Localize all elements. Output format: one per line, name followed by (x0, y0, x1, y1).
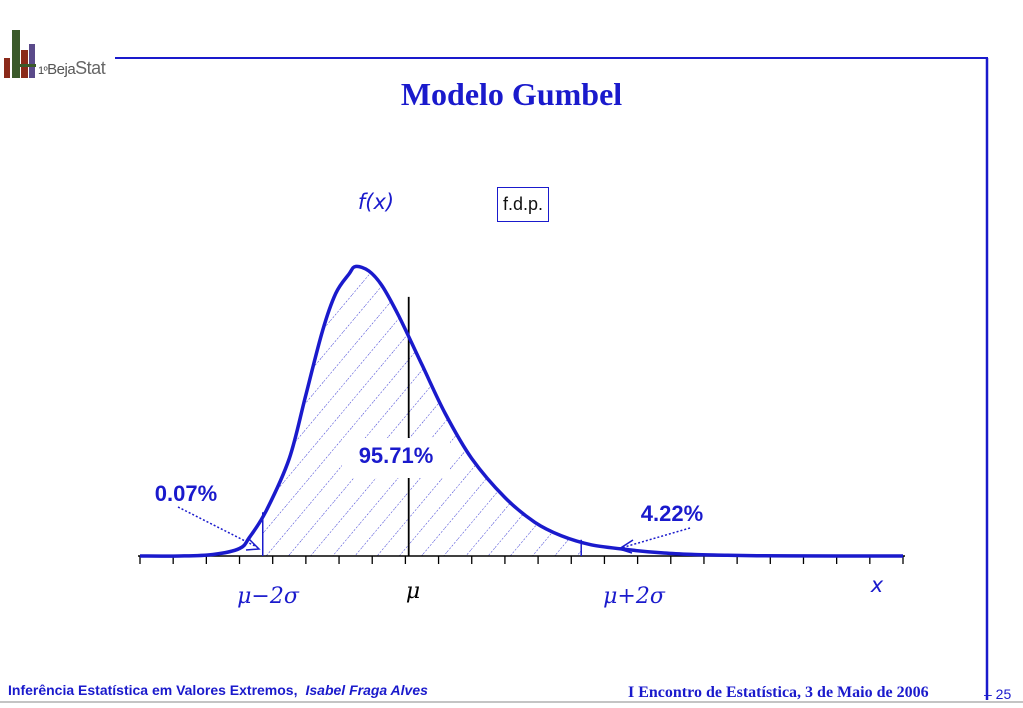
logo-number: 1º (38, 65, 48, 77)
footer-left: Inferência Estatística em Valores Extrem… (8, 682, 428, 698)
right-tail-percentage: 4.22% (641, 501, 703, 526)
left-tail-percentage: 0.07% (155, 481, 217, 506)
tick-label-lower: μ−2σ (237, 584, 300, 609)
shaded-area (262, 266, 582, 556)
slide-title: Modelo Gumbel (400, 76, 623, 112)
density-curve (139, 264, 903, 558)
center-percentage: 95.71% (359, 443, 434, 468)
page-number: – 25 (984, 686, 1012, 702)
logo-text: 1ºBejaStat (38, 58, 106, 79)
footer-event: I Encontro de Estatística, 3 de Maio de … (628, 684, 929, 701)
x-axis-label: x (870, 573, 884, 597)
logo-word-1: Beja (47, 61, 76, 78)
left-tail-arrow (177, 506, 261, 551)
legend-box: f.d.p. (497, 187, 550, 222)
logo-word-2: Stat (75, 58, 106, 78)
tick-label-mu: μ (406, 579, 420, 604)
logo-icon (4, 30, 36, 78)
tick-label-upper: μ+2σ (603, 584, 666, 609)
center-label-backing (342, 438, 450, 478)
y-axis-label: f(x) (358, 190, 394, 214)
right-tail-arrow (617, 527, 691, 554)
footer-author: Isabel Fraga Alves (305, 682, 428, 698)
footer-course-title: Inferência Estatística em Valores Extrem… (8, 682, 298, 698)
